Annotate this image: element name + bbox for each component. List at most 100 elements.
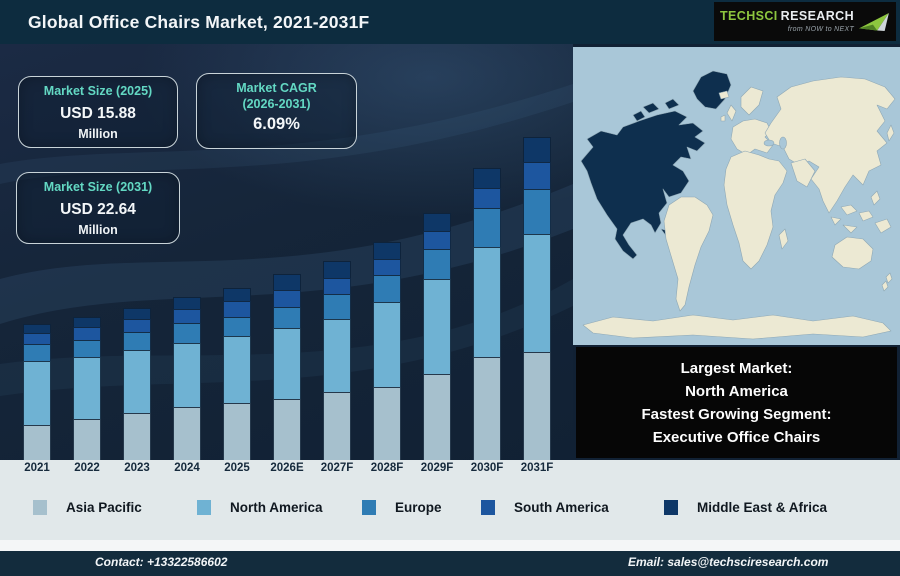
legend-item-south-america: South America — [481, 500, 609, 515]
x-axis-label-2024: 2024 — [174, 462, 200, 474]
bar-segment-north-america-2022 — [73, 357, 101, 419]
legend-item-europe: Europe — [362, 500, 442, 515]
bar-segment-north-america-2024 — [173, 343, 201, 407]
legend-label: Asia Pacific — [66, 500, 142, 515]
legend-label: North America — [230, 500, 323, 515]
bar-segment-north-america-2027F — [323, 319, 351, 392]
bar-segment-south-america-2025 — [223, 301, 251, 317]
stat-value: USD 22.64 — [60, 200, 136, 218]
bar-segment-asia-pacific-2025 — [223, 403, 251, 460]
bar-2023 — [123, 308, 151, 460]
logo-tagline: from NOW to NEXT — [787, 25, 855, 33]
callout-line-fastest-segment-value: Executive Office Chairs — [652, 428, 821, 446]
bar-2021 — [23, 324, 51, 460]
bar-segment-asia-pacific-2023 — [123, 413, 151, 460]
bar-segment-europe-2031F — [523, 189, 551, 234]
x-axis-label-2031F: 2031F — [520, 462, 554, 474]
bar-segment-europe-2028F — [373, 275, 401, 302]
bar-segment-europe-2023 — [123, 332, 151, 350]
x-axis-label-2022: 2022 — [74, 462, 100, 474]
legend-item-asia-pacific: Asia Pacific — [33, 500, 142, 515]
bar-2030F — [473, 168, 501, 460]
x-axis-label-2030F: 2030F — [470, 462, 504, 474]
legend-swatch-icon — [481, 500, 495, 515]
bar-2029F — [423, 213, 451, 460]
x-axis-label-2028F: 2028F — [370, 462, 404, 474]
bar-segment-asia-pacific-2028F — [373, 387, 401, 460]
logo-arrow-icon — [859, 12, 889, 31]
bar-segment-south-america-2029F — [423, 231, 451, 249]
market-callout: Largest Market: North America Fastest Gr… — [576, 347, 897, 458]
legend: Asia Pacific North America Europe South Ame… — [0, 500, 900, 526]
bar-2031F — [523, 137, 551, 460]
bar-segment-north-america-2031F — [523, 234, 551, 352]
bar-segment-europe-2030F — [473, 208, 501, 247]
bar-segment-middle-east-africa-2021 — [23, 324, 51, 333]
callout-line-largest-market-value: North America — [685, 382, 788, 400]
world-map-svg — [573, 47, 900, 345]
bar-segment-south-america-2023 — [123, 319, 151, 332]
map-antarctica — [582, 314, 892, 340]
bar-2028F — [373, 242, 401, 460]
bar-segment-north-america-2028F — [373, 302, 401, 387]
legend-swatch-icon — [197, 500, 211, 515]
bar-segment-middle-east-africa-2031F — [523, 137, 551, 162]
legend-swatch-icon — [33, 500, 47, 515]
bar-segment-asia-pacific-2021 — [23, 425, 51, 460]
bar-2024 — [173, 297, 201, 460]
map-south-america — [663, 196, 714, 312]
map-greenland — [692, 70, 732, 110]
bar-segment-north-america-2026E — [273, 328, 301, 399]
stat-title: Market CAGR (2026-2031) — [197, 81, 356, 112]
legend-label: South America — [514, 500, 609, 515]
bar-segment-europe-2024 — [173, 323, 201, 343]
x-axis-label-2026E: 2026E — [270, 462, 304, 474]
bar-segment-middle-east-africa-2028F — [373, 242, 401, 259]
bar-2022 — [73, 317, 101, 460]
stacked-bar-chart — [0, 120, 573, 460]
bar-segment-north-america-2025 — [223, 336, 251, 403]
x-axis-label-2021: 2021 — [24, 462, 50, 474]
footer-divider — [0, 540, 900, 551]
bar-segment-middle-east-africa-2025 — [223, 288, 251, 301]
x-axis-label-2027F: 2027F — [320, 462, 354, 474]
legend-label: Middle East & Africa — [697, 500, 828, 515]
map-north-america — [580, 110, 706, 260]
map-africa — [723, 150, 788, 270]
x-axis-label-2025: 2025 — [224, 462, 250, 474]
logo-brand-primary: TechSci — [720, 9, 778, 24]
legend-swatch-icon — [664, 500, 678, 515]
bar-segment-asia-pacific-2026E — [273, 399, 301, 460]
bar-segment-south-america-2024 — [173, 309, 201, 323]
x-axis-labels: 2021 2022 2023 2024 2025 2026E 2027F 2028F 2029F… — [0, 462, 573, 474]
stat-title-line1: Market CAGR — [236, 81, 317, 95]
callout-line-fastest-segment-label: Fastest Growing Segment: — [641, 405, 832, 423]
legend-item-north-america: North America — [197, 500, 323, 515]
bar-segment-middle-east-africa-2027F — [323, 261, 351, 278]
footer-contact: Contact: +13322586602 — [95, 555, 228, 569]
legend-label: Europe — [395, 500, 442, 515]
stat-card-market-size-2031: Market Size (2031) USD 22.64 Million — [16, 172, 180, 244]
page-title: Global Office Chairs Market, 2021-2031F — [28, 12, 370, 32]
stat-title: Market Size (2025) — [43, 84, 153, 98]
bar-segment-middle-east-africa-2024 — [173, 297, 201, 309]
x-axis-label-2029F: 2029F — [420, 462, 454, 474]
bar-segment-asia-pacific-2031F — [523, 352, 551, 460]
stat-title: Market Size (2031) — [43, 180, 153, 194]
bar-segment-middle-east-africa-2023 — [123, 308, 151, 319]
bar-2025 — [223, 288, 251, 460]
footer: Contact: +13322586602 Email: sales@techs… — [0, 551, 900, 576]
bar-segment-middle-east-africa-2022 — [73, 317, 101, 327]
bar-segment-europe-2022 — [73, 340, 101, 357]
bar-segment-south-america-2028F — [373, 259, 401, 275]
bar-segment-europe-2025 — [223, 317, 251, 336]
stat-card-market-size-2025: Market Size (2025) USD 15.88 Million — [18, 76, 178, 148]
bar-segment-asia-pacific-2030F — [473, 357, 501, 460]
x-axis-label-2023: 2023 — [124, 462, 150, 474]
bar-segment-europe-2021 — [23, 344, 51, 361]
legend-swatch-icon — [362, 500, 376, 515]
bar-2027F — [323, 261, 351, 460]
stat-unit: Million — [78, 222, 118, 237]
map-australia — [831, 236, 874, 270]
